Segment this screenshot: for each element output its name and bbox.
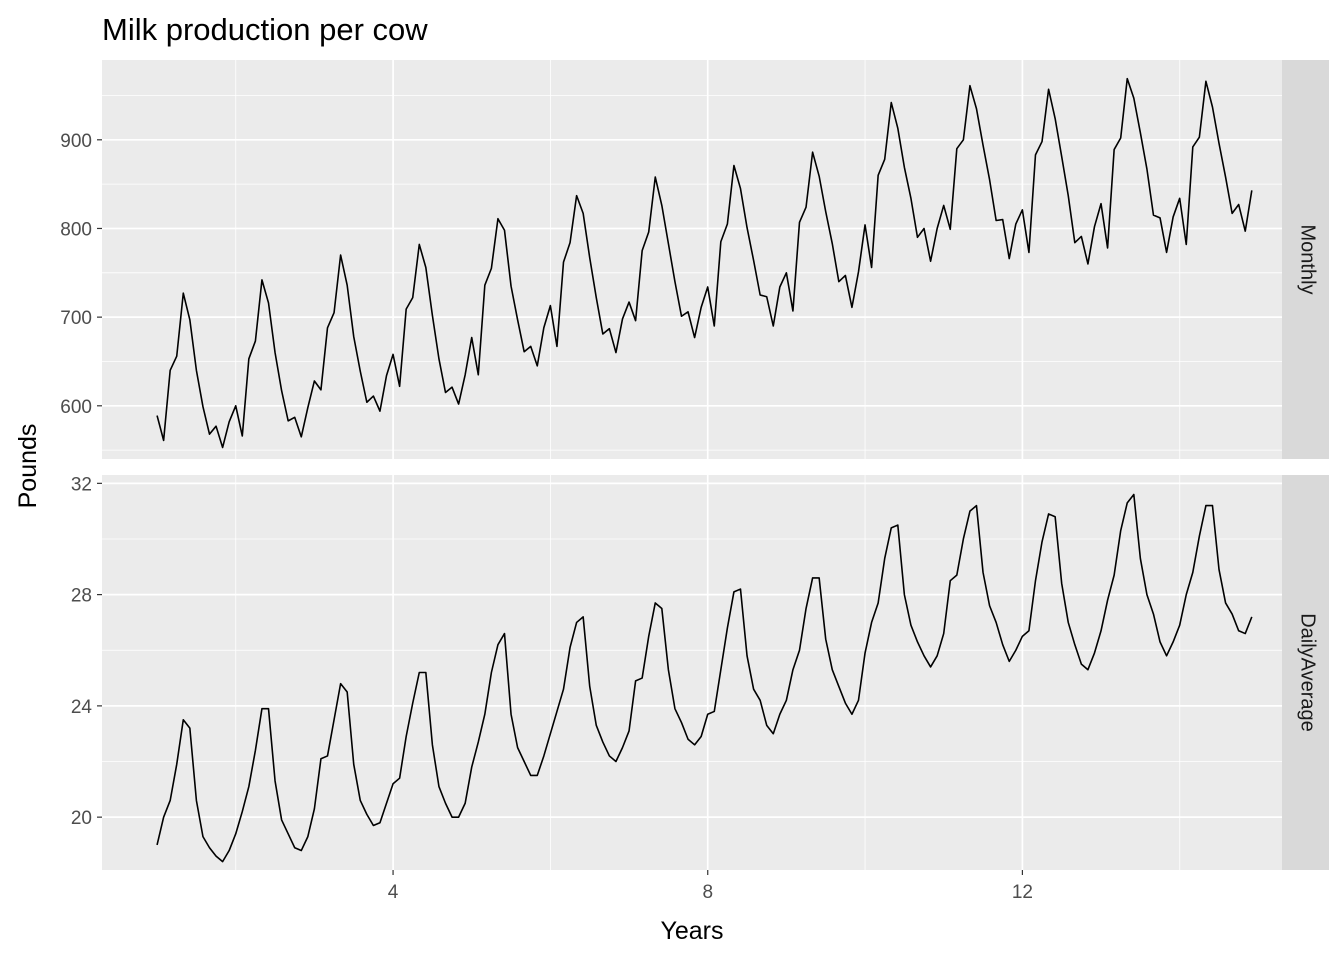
panel-background (102, 60, 1282, 459)
y-tick-label: 24 (71, 697, 93, 718)
facet-panel-dailyaverage: 20 24 28 32 DailyAverage (71, 474, 1329, 870)
y-tick-label: 600 (60, 397, 92, 418)
y-tick-label: 28 (71, 586, 92, 607)
facet-strip-label: Monthly (1297, 224, 1319, 294)
y-tick-label: 20 (71, 808, 92, 829)
y-tick-label: 900 (60, 131, 92, 152)
x-tick-label: 12 (1012, 882, 1033, 903)
panel-background (102, 475, 1282, 870)
y-tick-label: 32 (71, 474, 92, 495)
facet-strip (1282, 60, 1329, 459)
series-line-monthly (156, 77, 1253, 449)
y-tick-label: 800 (60, 219, 92, 240)
x-tick-label: 4 (388, 882, 399, 903)
facet-strip (1282, 475, 1329, 870)
y-tick-label: 700 (60, 308, 92, 329)
x-axis-title: Years (660, 917, 723, 945)
series-line-dailyaverage (156, 493, 1253, 863)
x-tick-label: 8 (702, 882, 713, 903)
facet-panel-monthly: 600 700 800 900 Monthly (60, 60, 1329, 459)
facet-strip-label: DailyAverage (1297, 613, 1319, 732)
y-axis-title: Pounds (14, 424, 42, 509)
chart-title: Milk production per cow (102, 12, 428, 47)
